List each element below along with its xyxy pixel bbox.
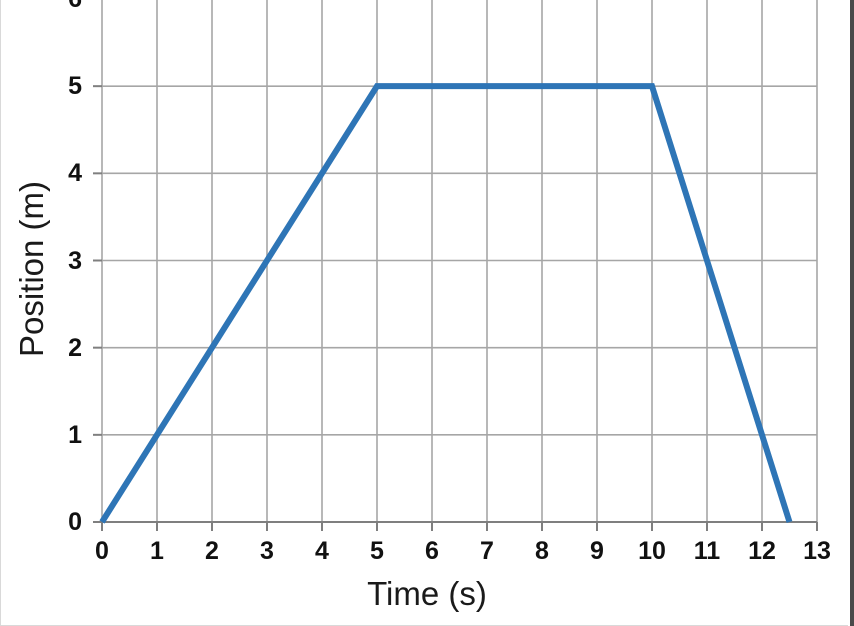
figure-right-inner-border (848, 0, 850, 626)
x-tick-label: 1 (150, 537, 164, 565)
y-tick-label: 6 (46, 0, 82, 14)
x-tick-label: 9 (590, 537, 604, 565)
plot-area (93, 0, 818, 531)
x-tick-label: 5 (370, 537, 384, 565)
y-tick-label: 3 (68, 246, 82, 275)
y-axis-title: Position (m) (13, 180, 50, 358)
y-tick-label: 2 (68, 333, 82, 362)
x-tick-label: 13 (803, 537, 831, 565)
x-tick-label: 2 (205, 537, 219, 565)
x-tick-label: 3 (260, 537, 274, 565)
figure-right-border (850, 0, 854, 626)
y-tick-label: 4 (68, 159, 82, 188)
x-tick-label: 6 (425, 537, 439, 565)
x-tick-label: 7 (480, 537, 494, 565)
y-tick-label: 5 (68, 72, 82, 101)
x-axis-title: Time (s) (367, 575, 487, 612)
x-tick-label: 11 (693, 537, 721, 565)
plot-svg (93, 0, 818, 531)
x-tick-label: 4 (315, 537, 329, 565)
x-tick-label: 0 (95, 537, 109, 565)
x-tick-label: 12 (748, 537, 776, 565)
figure-left-border (0, 0, 1, 626)
data-series-line (99, 83, 793, 524)
y-tick-label: 1 (68, 420, 82, 449)
x-tick-label: 8 (535, 537, 549, 565)
y-tick-label: 0 (68, 508, 82, 536)
x-tick-label: 10 (638, 537, 666, 565)
